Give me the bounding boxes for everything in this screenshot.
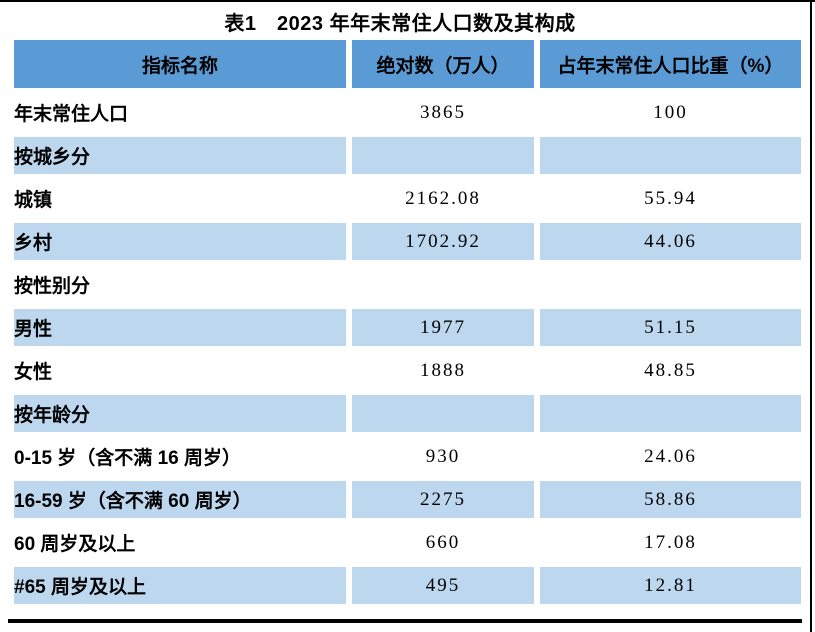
page-top-border xyxy=(0,0,815,2)
row-label: 乡村 xyxy=(14,223,346,260)
row-label: 男性 xyxy=(14,309,346,346)
table-row: 60 周岁及以上 660 17.08 xyxy=(14,524,801,561)
row-share: 100 xyxy=(653,101,688,123)
row-label: 16-59 岁（含不满 60 周岁） xyxy=(14,481,346,518)
row-absolute: 1888 xyxy=(420,359,466,381)
header-absolute: 绝对数（万人） xyxy=(352,40,534,88)
table-row: #65 周岁及以上 495 12.81 xyxy=(14,567,801,604)
row-share xyxy=(540,266,801,303)
row-absolute: 3865 xyxy=(420,101,466,123)
row-share: 12.81 xyxy=(540,567,801,604)
row-absolute: 1977 xyxy=(352,309,534,346)
row-label: 城镇 xyxy=(14,190,53,211)
row-label: 按年龄分 xyxy=(14,395,346,432)
table-header-row: 指标名称 绝对数（万人） 占年末常住人口比重（%） xyxy=(14,40,801,88)
row-share: 51.15 xyxy=(540,309,801,346)
population-table: 指标名称 绝对数（万人） 占年末常住人口比重（%） 年末常住人口 3865 10… xyxy=(8,34,807,610)
row-share: 48.85 xyxy=(644,359,697,381)
table-row: 乡村 1702.92 44.06 xyxy=(14,223,801,260)
row-absolute: 2275 xyxy=(352,481,534,518)
row-share: 44.06 xyxy=(540,223,801,260)
header-share: 占年末常住人口比重（%） xyxy=(540,40,801,88)
row-share: 58.86 xyxy=(540,481,801,518)
row-label: 年末常住人口 xyxy=(14,104,129,125)
row-share xyxy=(540,395,801,432)
row-share xyxy=(540,137,801,174)
row-label: #65 周岁及以上 xyxy=(14,567,346,604)
row-label: 0-15 岁（含不满 16 周岁） xyxy=(14,448,241,469)
row-absolute: 495 xyxy=(352,567,534,604)
row-absolute: 2162.08 xyxy=(405,187,481,209)
table-row: 16-59 岁（含不满 60 周岁） 2275 58.86 xyxy=(14,481,801,518)
table-row: 年末常住人口 3865 100 xyxy=(14,94,801,131)
row-label: 按性别分 xyxy=(14,276,91,297)
header-indicator: 指标名称 xyxy=(14,40,346,88)
row-share: 55.94 xyxy=(644,187,697,209)
row-absolute xyxy=(352,137,534,174)
row-label: 60 周岁及以上 xyxy=(14,534,136,555)
row-label: 女性 xyxy=(14,362,53,383)
row-absolute: 930 xyxy=(425,445,461,467)
table-row: 按城乡分 xyxy=(14,137,801,174)
table-row: 按性别分 xyxy=(14,266,801,303)
row-share: 17.08 xyxy=(644,531,697,553)
row-share: 24.06 xyxy=(644,445,697,467)
row-absolute: 660 xyxy=(425,531,461,553)
page-right-border xyxy=(810,0,812,632)
row-absolute xyxy=(352,266,534,303)
table-row: 0-15 岁（含不满 16 周岁） 930 24.06 xyxy=(14,438,801,475)
table-row: 男性 1977 51.15 xyxy=(14,309,801,346)
table-bottom-rule xyxy=(8,619,802,623)
row-absolute: 1702.92 xyxy=(352,223,534,260)
row-label: 按城乡分 xyxy=(14,137,346,174)
table-row: 城镇 2162.08 55.94 xyxy=(14,180,801,217)
row-absolute xyxy=(352,395,534,432)
table-row: 按年龄分 xyxy=(14,395,801,432)
table-title: 表1 2023 年年末常住人口数及其构成 xyxy=(224,13,576,35)
table-row: 女性 1888 48.85 xyxy=(14,352,801,389)
